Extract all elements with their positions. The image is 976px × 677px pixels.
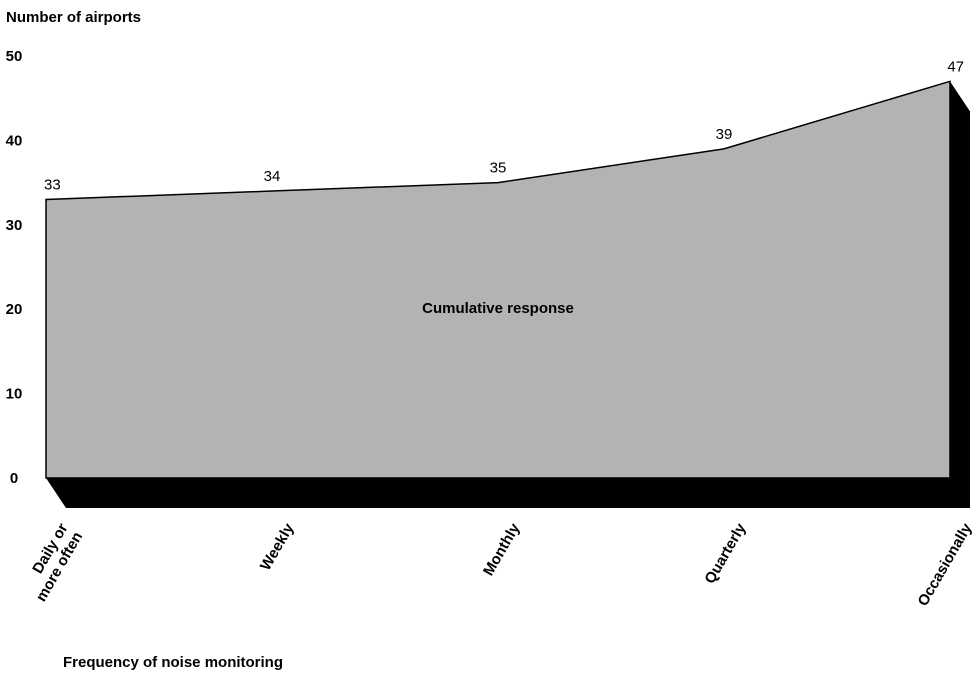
data-label: 47 (947, 58, 964, 75)
y-tick-label: 40 (6, 132, 23, 149)
x-tick-label: Occasionally (914, 520, 975, 609)
data-label: 34 (264, 168, 281, 185)
y-axis-title: Number of airports (6, 9, 141, 26)
area-label: Cumulative response (422, 300, 574, 317)
data-labels: 33 34 35 39 47 (44, 58, 964, 193)
svg-text:Weekly: Weekly (257, 520, 298, 574)
x-axis-title: Frequency of noise monitoring (63, 654, 283, 671)
data-label: 35 (490, 160, 507, 177)
data-label: 33 (44, 176, 61, 193)
svg-text:Quarterly: Quarterly (701, 520, 749, 587)
y-tick-label: 10 (6, 386, 23, 403)
x-tick-label: Monthly (480, 520, 524, 579)
data-label: 39 (716, 126, 733, 143)
x-tick-label: Daily ormore often (18, 520, 86, 604)
y-tick-label: 30 (6, 217, 23, 234)
x-tick-label: Weekly (257, 520, 298, 574)
y-tick-label: 0 (10, 470, 18, 487)
y-tick-labels: 0 10 20 30 40 50 (6, 48, 23, 487)
y-tick-label: 50 (6, 48, 23, 65)
y-tick-label: 20 (6, 301, 23, 318)
cumulative-area (45, 80, 951, 479)
x-tick-label: Quarterly (701, 520, 749, 587)
svg-text:Daily ormore often: Daily ormore often (18, 520, 86, 604)
svg-text:Monthly: Monthly (480, 520, 524, 579)
x-tick-labels: Daily ormore often Weekly Monthly Quarterly… (18, 520, 976, 609)
svg-text:Occasionally: Occasionally (914, 520, 975, 609)
